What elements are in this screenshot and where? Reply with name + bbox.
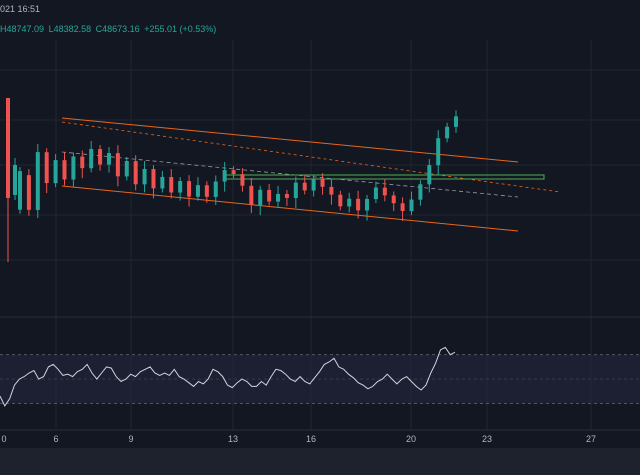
candle-body (400, 203, 405, 212)
candle-body (160, 176, 165, 189)
time-axis[interactable]: 0 6 9 13 16 20 23 27 (0, 432, 640, 448)
candle-body (187, 181, 192, 197)
channel-upper-line (61, 117, 519, 163)
candle-body (391, 195, 396, 204)
candle-body (276, 193, 281, 202)
candle-body (293, 182, 298, 199)
candle-body (115, 153, 120, 177)
candle-body (106, 153, 111, 165)
candle-body (329, 186, 334, 195)
candle-body (445, 126, 450, 139)
candle-body (347, 198, 352, 207)
time-tick: 9 (128, 434, 134, 444)
candle-body (267, 189, 272, 202)
chart-grid (0, 40, 640, 431)
candle-body (240, 174, 245, 186)
ohlc-legend: H48747.09 L48382.58 C48673.16 +255.01 (+… (0, 24, 218, 38)
candle-body (258, 189, 263, 206)
chart-datetime: 021 16:51 (0, 4, 41, 14)
candle-body (71, 156, 76, 180)
candle-body (13, 165, 17, 195)
candle-body (365, 198, 370, 211)
time-tick: 13 (227, 434, 239, 444)
rsi-line (0, 346, 456, 407)
candle-body (98, 149, 103, 165)
candle-body (142, 168, 147, 185)
candlestick-series (6, 98, 458, 262)
candle-body (62, 160, 67, 180)
candle-body (436, 138, 441, 166)
time-tick: 27 (585, 434, 597, 444)
time-tick: 16 (305, 434, 317, 444)
candle-body (373, 187, 378, 200)
candle-body (356, 198, 361, 211)
time-tick: 23 (481, 434, 493, 444)
candle-body (338, 194, 343, 207)
candle-body (178, 181, 183, 193)
rsi-indicator-pane[interactable] (0, 346, 640, 407)
ohlc-change: +255.01 (+0.53%) (144, 24, 217, 34)
candle-body (35, 152, 40, 210)
time-tick: 6 (53, 434, 59, 444)
candle-body (311, 178, 316, 191)
candle-body (418, 184, 423, 200)
candle-body (204, 185, 209, 197)
candle-body (409, 199, 414, 212)
candle-body (89, 148, 94, 169)
bottom-toolbar (0, 448, 640, 475)
candle-body (302, 182, 307, 191)
candle-body (195, 185, 200, 197)
candle-body (249, 185, 254, 206)
candle-body (26, 175, 31, 210)
candle-body (151, 169, 156, 189)
time-tick: 0 (1, 434, 7, 444)
candle-body (382, 187, 387, 196)
median-dashed-line (61, 151, 519, 198)
candle-body (44, 152, 49, 184)
candle-body (427, 165, 432, 185)
candle-body (133, 161, 138, 185)
candle-body (213, 181, 218, 197)
ohlc-low: L48382.58 (48, 24, 92, 34)
candle-body (284, 194, 289, 198)
candle-body (80, 156, 85, 169)
candle-body (124, 161, 129, 177)
candle-body (53, 160, 58, 184)
channel-lower-line (61, 185, 519, 232)
candle-body (222, 170, 227, 182)
candle-body (320, 179, 325, 187)
ohlc-close: C48673.16 (95, 24, 140, 34)
ohlc-high: H48747.09 (0, 24, 45, 34)
candle-body (454, 116, 458, 127)
candle-body (6, 98, 10, 198)
candle-body (169, 177, 174, 193)
candle-body (231, 170, 236, 175)
time-tick: 20 (405, 434, 417, 444)
support-zone (225, 174, 545, 180)
candle-body (18, 171, 22, 210)
